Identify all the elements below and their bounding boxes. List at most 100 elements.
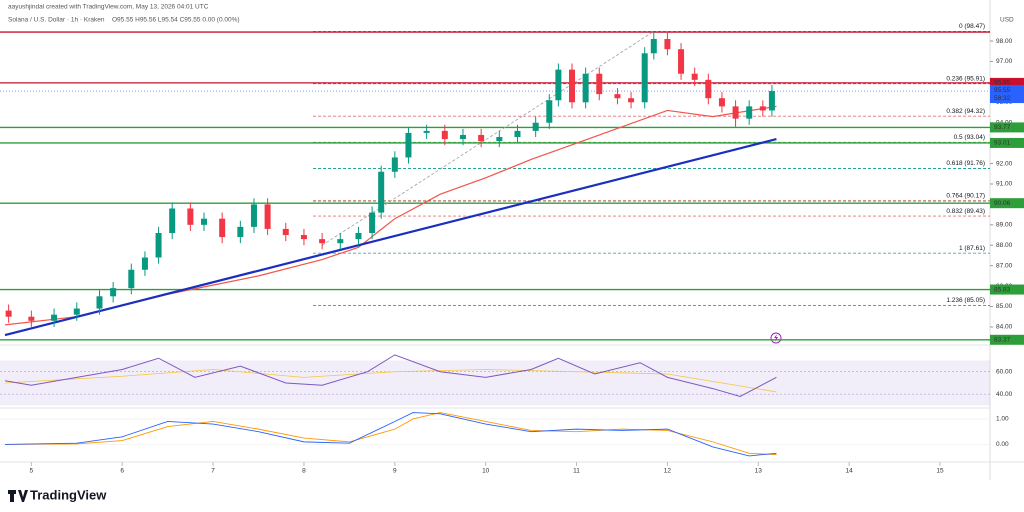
author-line: aayushjindal created with TradingView.co… xyxy=(8,4,209,11)
candle-body xyxy=(759,106,766,111)
y-tick-label: 84.00 xyxy=(996,324,1013,331)
candle-body xyxy=(718,98,725,107)
candle-body xyxy=(250,204,257,227)
level-label: 93.01 xyxy=(994,140,1011,147)
x-tick-label: 7 xyxy=(211,468,215,475)
level-label: 95.95 xyxy=(994,80,1011,87)
rsi-band xyxy=(0,360,990,406)
macd-tick-label: 1.00 xyxy=(996,416,1009,423)
macd-signal xyxy=(4,412,777,456)
x-tick-label: 5 xyxy=(30,468,34,475)
x-tick-label: 10 xyxy=(482,468,490,475)
ema-line xyxy=(4,105,777,326)
candle-body xyxy=(678,49,685,74)
candle-body xyxy=(641,53,648,103)
fib-label: 0.832 (89.43) xyxy=(946,208,985,215)
fib-label: 0.764 (90.17) xyxy=(946,193,985,200)
y-tick-label: 89.00 xyxy=(996,222,1013,229)
candle-body xyxy=(496,137,503,142)
candle-body xyxy=(514,130,521,138)
candle-body xyxy=(319,239,326,244)
candle-body xyxy=(582,73,589,103)
y-tick-label: 92.00 xyxy=(996,160,1013,167)
fib-label: 1 (87.61) xyxy=(959,245,985,252)
candle-body xyxy=(405,132,412,158)
macd-line xyxy=(4,412,777,457)
currency: USD xyxy=(1000,17,1014,24)
candle-body xyxy=(441,130,448,140)
candle-body xyxy=(705,79,712,99)
x-tick-label: 15 xyxy=(936,468,944,475)
trend-line xyxy=(4,137,777,337)
level-tag xyxy=(990,334,1024,345)
fib-label: 0.618 (91.76) xyxy=(946,160,985,167)
level-label: 90.06 xyxy=(994,200,1011,207)
countdown: 58:32 xyxy=(994,95,1011,102)
symbol-line: Solana / U.S. Dollar · 1h · Kraken xyxy=(8,17,105,24)
x-tick-label: 8 xyxy=(302,468,306,475)
ohlc-line: O95.55 H95.56 L95.54 C95.55 0.00 (0.00%) xyxy=(112,17,240,24)
candle-body xyxy=(378,171,385,213)
level-tag xyxy=(990,137,1024,148)
candle-body xyxy=(200,218,207,225)
level-tag xyxy=(990,198,1024,209)
candle-body xyxy=(369,212,376,233)
candle-body xyxy=(128,269,135,289)
candle-body xyxy=(264,204,271,229)
candle-body xyxy=(5,310,12,317)
candle-body xyxy=(110,288,117,297)
candle-body xyxy=(355,232,362,240)
candle-body xyxy=(187,208,194,225)
candle-body xyxy=(73,308,80,315)
x-tick-label: 11 xyxy=(573,468,580,475)
x-tick-label: 6 xyxy=(120,468,124,475)
candle-body xyxy=(555,69,562,101)
candle-body xyxy=(569,69,576,103)
level-tag xyxy=(990,284,1024,295)
rsi-tick-label: 40.00 xyxy=(996,391,1013,398)
candle-body xyxy=(650,38,657,54)
candle-body xyxy=(746,106,753,119)
candle-body xyxy=(459,134,466,140)
candle-body xyxy=(596,73,603,95)
y-tick-label: 97.00 xyxy=(996,58,1013,65)
fib-label: 0 (98.47) xyxy=(959,23,985,30)
candle-body xyxy=(282,228,289,236)
fib-label: 0.236 (95.91) xyxy=(946,75,985,82)
candle-body xyxy=(478,134,485,142)
candle-body xyxy=(337,239,344,244)
level-tag xyxy=(990,122,1024,133)
candle-body xyxy=(300,235,307,240)
candle-body xyxy=(732,106,739,119)
x-tick-label: 13 xyxy=(755,468,763,475)
candle-body xyxy=(628,98,635,103)
fib-label: 0.5 (93.04) xyxy=(954,134,985,141)
macd-tick-label: 0.00 xyxy=(996,441,1009,448)
level-label: 93.77 xyxy=(994,124,1011,131)
level-label: 83.37 xyxy=(994,337,1011,344)
y-tick-label: 87.00 xyxy=(996,262,1013,269)
candle-body xyxy=(141,257,148,270)
candle-body xyxy=(423,130,430,133)
level-label: 85.83 xyxy=(994,286,1011,293)
level-tag xyxy=(990,77,1024,88)
candle-body xyxy=(155,232,162,258)
candle-body xyxy=(546,100,553,123)
candle-body xyxy=(51,314,58,321)
candle-body xyxy=(614,94,621,99)
logo xyxy=(8,490,28,502)
y-tick-label: 91.00 xyxy=(996,181,1013,188)
candle-body xyxy=(691,73,698,80)
fib-label: 1.236 (85.05) xyxy=(946,297,985,304)
candle-body xyxy=(237,226,244,238)
candle-body xyxy=(219,218,226,238)
rsi-ma xyxy=(4,369,777,393)
x-tick-label: 14 xyxy=(846,468,854,475)
event-icon xyxy=(770,332,782,344)
candle-body xyxy=(28,316,35,321)
candle-body xyxy=(169,208,176,233)
brand: TradingView xyxy=(30,487,107,502)
y-tick-label: 88.00 xyxy=(996,242,1013,249)
